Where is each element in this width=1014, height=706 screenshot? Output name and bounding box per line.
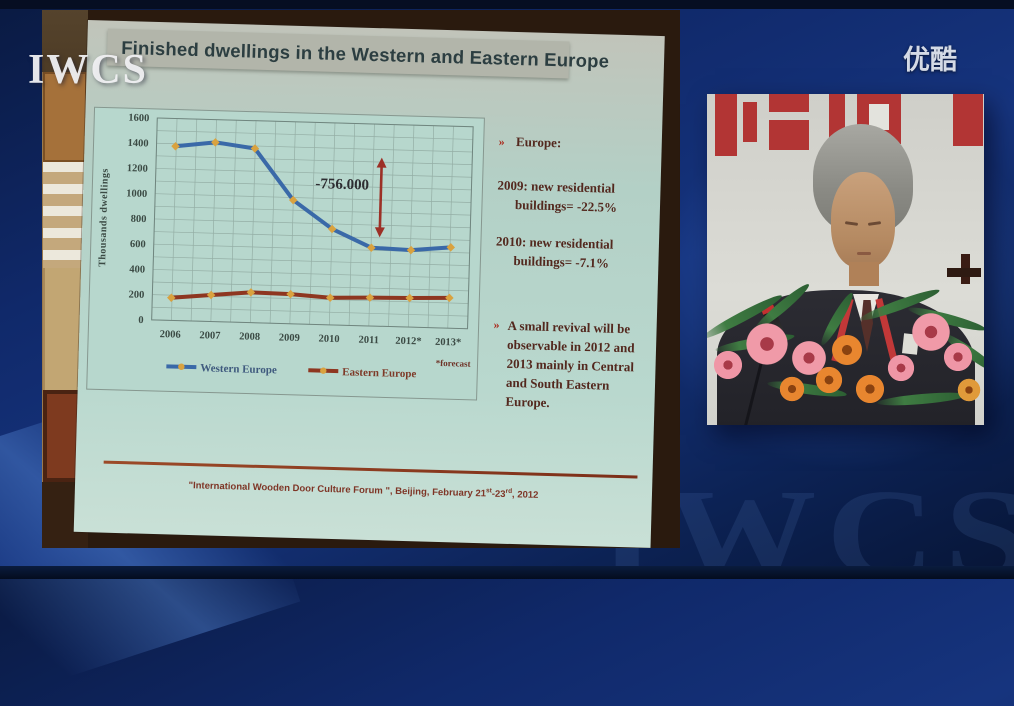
svg-text:2011: 2011	[358, 335, 379, 347]
slide-title: Finished dwellings in the Western and Ea…	[120, 36, 610, 72]
stat-2010: 2010: new residential buildings= -7.1%	[495, 231, 656, 273]
svg-text:2007: 2007	[199, 330, 220, 342]
svg-text:2010: 2010	[318, 334, 339, 346]
revival-line: and South Eastern	[505, 374, 610, 393]
youku-logo: 优酷	[903, 45, 957, 75]
svg-text:1600: 1600	[128, 113, 149, 125]
europe-heading-row: » Europe:	[498, 132, 658, 156]
svg-text:600: 600	[130, 239, 146, 250]
revival-note: » A small revival will be observable in …	[491, 315, 654, 414]
iwcs-watermark: IWCS	[28, 47, 149, 93]
bullet-icon: »	[493, 317, 500, 332]
stat-2010-line2: buildings= -7.1%	[513, 252, 610, 271]
slide-title-band: Finished dwellings in the Western and Ea…	[106, 28, 610, 79]
letterbox-bottom	[0, 566, 1014, 579]
flower-bouquet	[707, 280, 984, 425]
revival-line: observable in 2012 and	[506, 336, 635, 356]
svg-text:400: 400	[129, 264, 145, 275]
revival-line: A small revival will be	[507, 317, 631, 337]
speaker-mouth	[857, 252, 871, 255]
stat-2009-line2: buildings= -22.5%	[514, 196, 618, 215]
svg-text:2008: 2008	[239, 331, 260, 343]
presentation-slide: Finished dwellings in the Western and Ea…	[73, 20, 665, 548]
slatted-door-sample	[43, 162, 87, 268]
slide-footer: "International Wooden Door Culture Forum…	[75, 476, 652, 504]
slide-right-panel: » Europe: 2009: new residential building…	[491, 118, 659, 415]
svg-text:1000: 1000	[126, 188, 147, 200]
revival-text: A small revival will be observable in 20…	[505, 316, 635, 415]
speaker-video-inset	[707, 94, 984, 425]
dwellings-chart: 0 200 400 600 800 1000 1200 1400 1600 2006 2007 200…	[86, 106, 486, 401]
svg-text:*forecast: *forecast	[436, 358, 471, 369]
svg-text:1200: 1200	[127, 163, 148, 175]
stat-2009: 2009: new residential buildings= -22.5%	[497, 176, 658, 218]
wall-top	[42, 10, 88, 72]
svg-text:2012*: 2012*	[395, 336, 422, 348]
speaker-neck	[849, 262, 879, 286]
svg-text:0: 0	[138, 315, 144, 326]
svg-text:Thousands dwellings: Thousands dwellings	[97, 168, 111, 267]
footer-text-part: , 2012	[511, 489, 539, 501]
svg-text:2006: 2006	[160, 329, 181, 341]
svg-text:-756.000: -756.000	[315, 176, 369, 193]
dwellings-chart-svg: 0 200 400 600 800 1000 1200 1400 1600 2006 2007 200…	[86, 106, 485, 401]
svg-text:2009: 2009	[279, 332, 300, 344]
bullet-icon: »	[498, 134, 505, 149]
revival-line: 2013 mainly in Central	[506, 355, 635, 375]
revival-line: Europe.	[505, 393, 550, 411]
europe-heading: Europe:	[515, 134, 562, 151]
svg-text:1400: 1400	[127, 138, 148, 150]
letterbox-top	[0, 0, 1014, 9]
gerbera-flowers	[707, 294, 984, 425]
footer-text-part: "International Wooden Door Culture Forum…	[188, 480, 487, 500]
projection-scene: Finished dwellings in the Western and Ea…	[42, 10, 680, 548]
footer-text-part: -23	[491, 488, 506, 500]
svg-text:200: 200	[128, 289, 144, 300]
wooden-door-sample	[43, 72, 87, 162]
footer-divider	[103, 460, 638, 479]
svg-text:800: 800	[131, 214, 147, 225]
red-wall-mark	[947, 254, 981, 284]
svg-text:Eastern Europe: Eastern Europe	[342, 366, 416, 380]
svg-text:Western Europe: Western Europe	[200, 362, 277, 376]
svg-text:2013*: 2013*	[435, 337, 462, 349]
